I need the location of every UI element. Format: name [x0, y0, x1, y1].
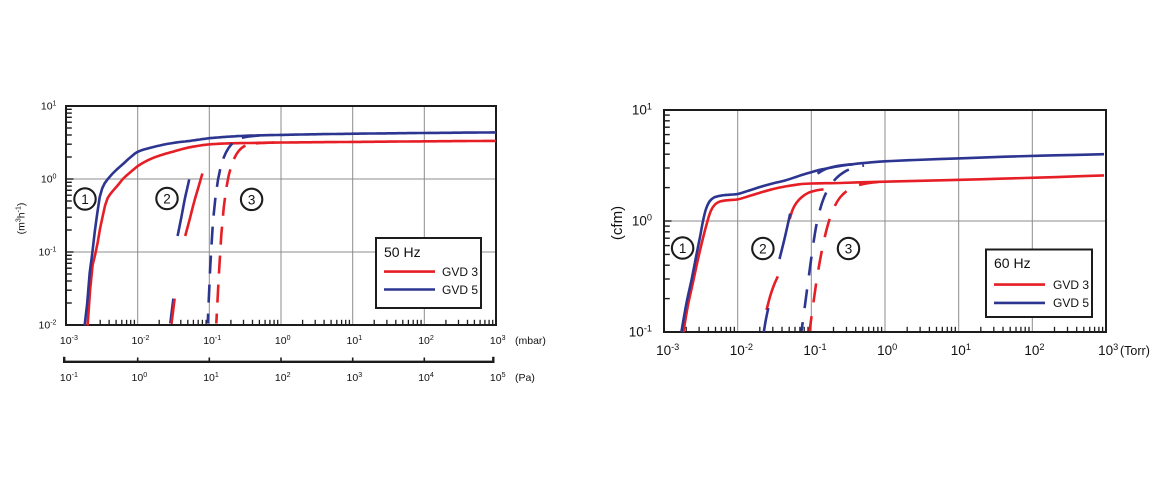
svg-text:1: 1 — [679, 241, 687, 256]
svg-text:GVD 3: GVD 3 — [442, 265, 478, 279]
svg-text:GVD 5: GVD 5 — [1053, 296, 1089, 310]
svg-text:50 Hz: 50 Hz — [384, 244, 421, 260]
svg-text:3: 3 — [248, 192, 256, 207]
svg-text:(mbar): (mbar) — [515, 335, 546, 347]
svg-text:GVD 5: GVD 5 — [442, 283, 478, 297]
svg-text:(cfm): (cfm) — [609, 206, 626, 240]
svg-text:1: 1 — [81, 192, 89, 207]
svg-text:3: 3 — [845, 241, 853, 256]
svg-text:2: 2 — [163, 191, 171, 206]
svg-text:(Pa): (Pa) — [515, 372, 535, 384]
svg-text:2: 2 — [759, 241, 767, 256]
svg-text:GVD 3: GVD 3 — [1053, 278, 1089, 292]
svg-text:60 Hz: 60 Hz — [994, 255, 1031, 271]
svg-text:(Torr): (Torr) — [1120, 344, 1150, 358]
